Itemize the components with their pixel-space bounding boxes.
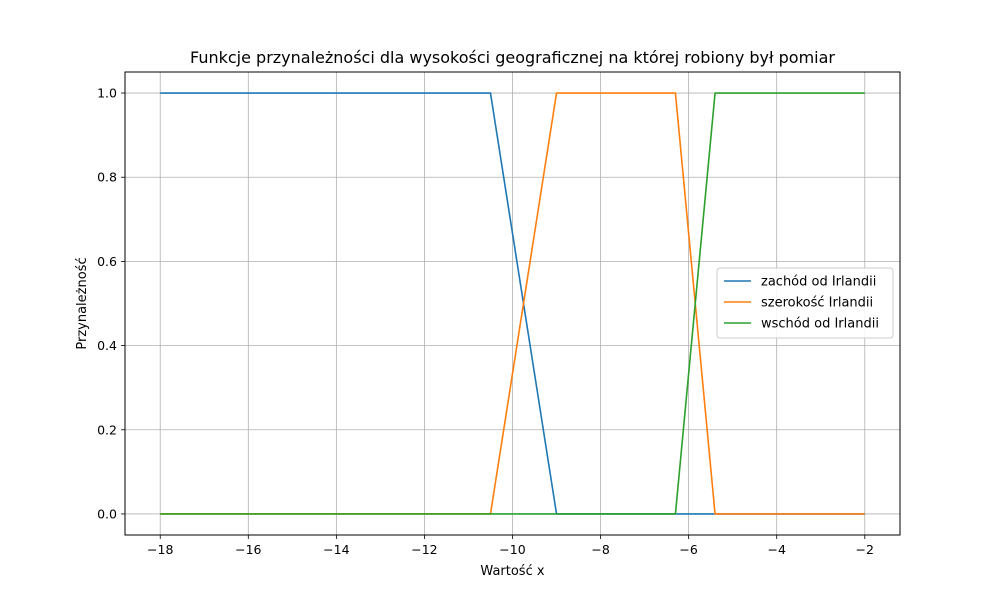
series-line-3	[160, 92, 865, 515]
x-tick-label: −10	[499, 542, 525, 557]
series-layer	[160, 92, 865, 515]
y-tick-label: 0.2	[97, 422, 117, 437]
y-tick-label: 0.4	[97, 338, 117, 353]
x-tick-label: −18	[147, 542, 173, 557]
x-tick-label: −12	[411, 542, 437, 557]
x-tick-label: −6	[679, 542, 697, 557]
x-tick-label: −14	[323, 542, 349, 557]
y-axis-label: Przynależność	[75, 257, 90, 349]
x-tick-label: −4	[767, 542, 785, 557]
ticks-layer: −18 −16 −14 −12 −10 −8 −6 −4 −2 0.0 0.2 0.4 0.6 0.8 1.…	[97, 86, 874, 557]
x-tick-label: −8	[591, 542, 609, 557]
y-tick-label: 1.0	[97, 86, 117, 101]
legend-label-2: szerokość Irlandii	[761, 296, 873, 311]
legend-label-1: zachód od Irlandii	[761, 275, 876, 290]
legend-box	[716, 267, 894, 339]
x-axis-label: Wartość x	[480, 564, 544, 579]
legend: zachód od Irlandii szerokość Irlandii wsch…	[716, 267, 894, 339]
y-tick-label: 0.6	[97, 254, 117, 269]
y-tick-label: 0.0	[97, 506, 117, 521]
x-tick-label: −2	[856, 542, 874, 557]
y-tick-label: 0.8	[97, 170, 117, 185]
legend-label-3: wschód od Irlandii	[761, 317, 879, 332]
x-tick-label: −16	[235, 542, 261, 557]
chart-title: Funkcje przynależności dla wysokości geo…	[190, 48, 835, 67]
